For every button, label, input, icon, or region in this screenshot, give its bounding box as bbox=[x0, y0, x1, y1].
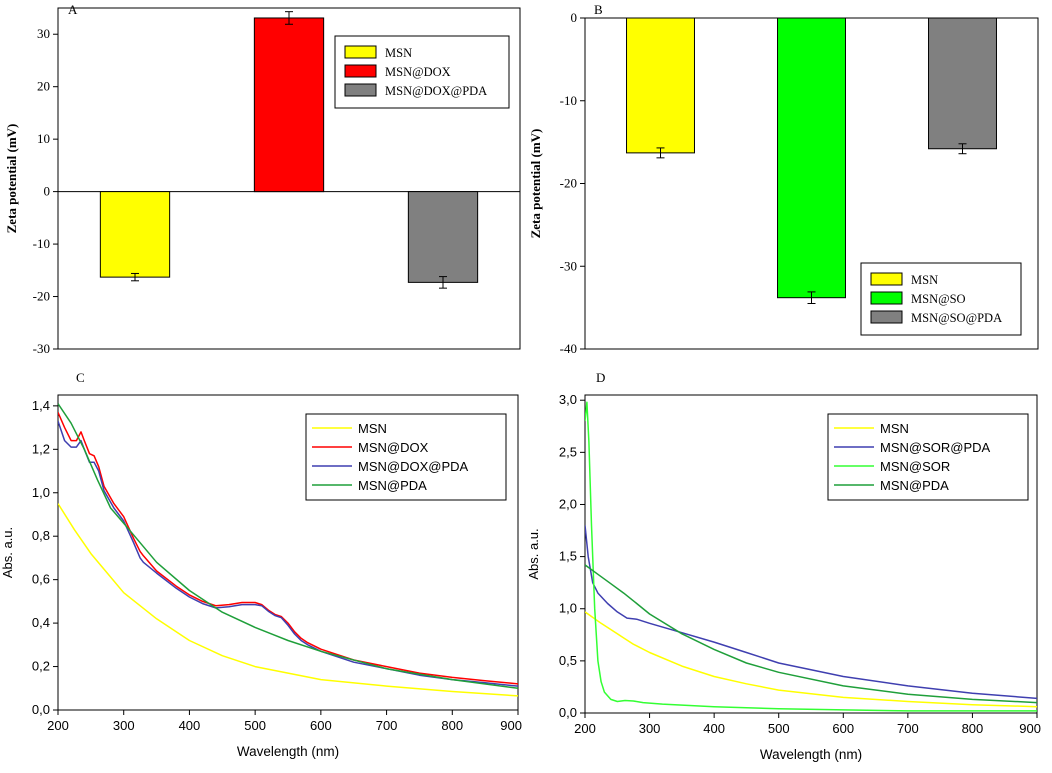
plot-frame bbox=[57, 394, 519, 711]
y-tick-label: 10 bbox=[37, 131, 50, 146]
legend-label: MSN@PDA bbox=[358, 478, 427, 493]
bar-msn-dox bbox=[253, 17, 325, 193]
x-tick-label: 400 bbox=[703, 721, 725, 736]
y-axis-label: Abs. a.u. bbox=[526, 528, 541, 579]
bar-msn-so-pda bbox=[928, 17, 997, 150]
panel-letter: A bbox=[68, 2, 78, 17]
series-line-msn-sor-pda bbox=[585, 525, 1037, 700]
y-tick-label: -30 bbox=[33, 341, 50, 356]
x-tick-label: 900 bbox=[500, 718, 522, 733]
y-tick-label: 1,0 bbox=[32, 485, 50, 500]
x-tick-label: 600 bbox=[832, 721, 854, 736]
y-tick-label: -10 bbox=[33, 236, 50, 251]
x-tick-label: 800 bbox=[962, 721, 984, 736]
y-tick-label: 0 bbox=[571, 10, 578, 25]
y-tick-label: 0 bbox=[44, 184, 51, 199]
y-tick-label: -10 bbox=[560, 93, 577, 108]
y-tick-label: 1,2 bbox=[32, 441, 50, 456]
y-tick-label: 20 bbox=[37, 79, 50, 94]
legend-swatch bbox=[344, 83, 377, 97]
y-axis-label: Abs. a.u. bbox=[0, 527, 15, 578]
x-tick-label: 200 bbox=[574, 721, 596, 736]
x-tick-label: 800 bbox=[441, 718, 463, 733]
y-tick-label: -40 bbox=[560, 341, 577, 356]
y-tick-label: 0,5 bbox=[559, 653, 577, 668]
legend-label: MSN@SO@PDA bbox=[911, 311, 1002, 325]
y-tick-label: 0,6 bbox=[32, 572, 50, 587]
legend-swatch bbox=[870, 291, 903, 305]
x-tick-label: 500 bbox=[244, 718, 266, 733]
legend-label: MSN@SOR bbox=[880, 459, 950, 474]
y-tick-label: 0,0 bbox=[32, 702, 50, 717]
x-tick-label: 200 bbox=[47, 718, 69, 733]
y-tick-label: -20 bbox=[560, 176, 577, 191]
legend-label: MSN@DOX@PDA bbox=[358, 459, 469, 474]
y-tick-label: 0,8 bbox=[32, 528, 50, 543]
plot-frame bbox=[584, 394, 1038, 714]
legend-label: MSN@DOX@PDA bbox=[385, 84, 487, 98]
y-tick-label: 3,0 bbox=[559, 392, 577, 407]
series-line-msn-pda bbox=[58, 403, 518, 690]
legend-label: MSN bbox=[385, 46, 412, 60]
plot-frame bbox=[57, 7, 521, 350]
legend-label: MSN bbox=[880, 421, 909, 436]
legend-label: MSN@PDA bbox=[880, 478, 949, 493]
y-tick-label: 0,2 bbox=[32, 659, 50, 674]
bar-msn-so bbox=[777, 17, 846, 299]
y-tick-label: 0,0 bbox=[559, 705, 577, 720]
bar-msn-dox-pda bbox=[407, 191, 479, 283]
legend-label: MSN@SOR@PDA bbox=[880, 440, 991, 455]
legend-label: MSN bbox=[358, 421, 387, 436]
legend-label: MSN@DOX bbox=[358, 440, 429, 455]
legend-label: MSN@DOX bbox=[385, 65, 451, 79]
y-tick-label: 2,5 bbox=[559, 444, 577, 459]
y-tick-label: 1,4 bbox=[32, 398, 50, 413]
series-line-msn-sor bbox=[585, 401, 1037, 712]
x-tick-label: 600 bbox=[310, 718, 332, 733]
y-tick-label: 2,0 bbox=[559, 496, 577, 511]
x-tick-label: 700 bbox=[376, 718, 398, 733]
y-tick-label: -20 bbox=[33, 289, 50, 304]
y-tick-label: 30 bbox=[37, 26, 50, 41]
panel-letter: C bbox=[76, 370, 85, 385]
legend-label: MSN bbox=[911, 273, 938, 287]
legend-label: MSN@SO bbox=[911, 292, 966, 306]
x-tick-label: 400 bbox=[179, 718, 201, 733]
legend-swatch bbox=[870, 310, 903, 324]
x-tick-label: 300 bbox=[639, 721, 661, 736]
y-axis-label: Zeta potential (mV) bbox=[4, 124, 19, 234]
legend-swatch bbox=[344, 64, 377, 78]
x-tick-label: 300 bbox=[113, 718, 135, 733]
x-tick-label: 500 bbox=[768, 721, 790, 736]
series-line-msn bbox=[585, 611, 1037, 708]
bar-msn bbox=[99, 191, 171, 278]
legend-swatch bbox=[344, 45, 377, 59]
y-tick-label: -30 bbox=[560, 258, 577, 273]
y-tick-label: 0,4 bbox=[32, 615, 50, 630]
x-axis-label: Wavelength (nm) bbox=[760, 747, 862, 762]
panel-letter: D bbox=[596, 370, 605, 385]
y-tick-label: 1,5 bbox=[559, 549, 577, 564]
y-tick-label: 1,0 bbox=[559, 601, 577, 616]
x-axis-label: Wavelength (nm) bbox=[237, 744, 339, 759]
series-line-msn bbox=[58, 503, 518, 697]
x-tick-label: 900 bbox=[1019, 721, 1041, 736]
legend-swatch bbox=[870, 272, 903, 286]
y-axis-label: Zeta potential (mV) bbox=[528, 129, 543, 239]
panel-letter: B bbox=[594, 2, 603, 17]
bar-msn bbox=[626, 17, 695, 154]
x-tick-label: 700 bbox=[897, 721, 919, 736]
series-line-msn-pda bbox=[585, 564, 1037, 704]
